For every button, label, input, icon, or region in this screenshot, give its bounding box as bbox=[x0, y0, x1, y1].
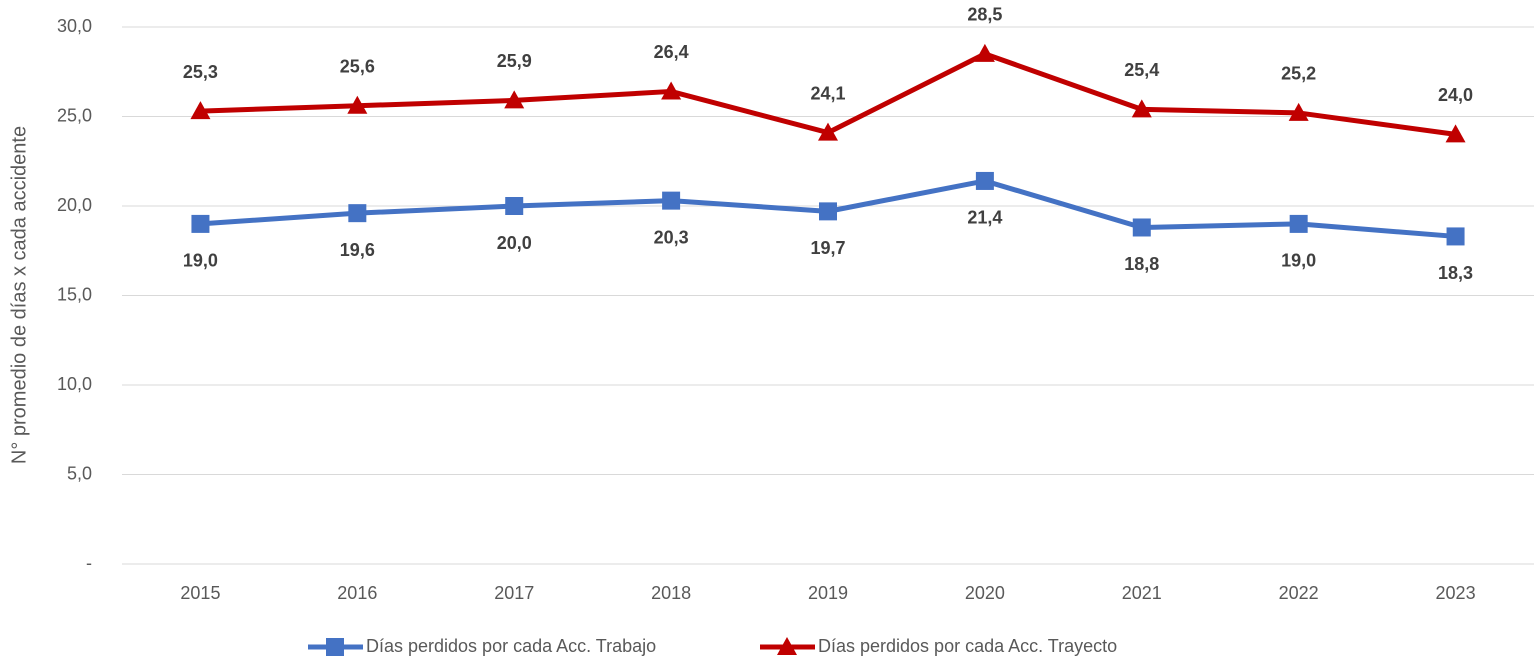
data-point bbox=[1289, 214, 1308, 233]
data-label: 20,0 bbox=[497, 233, 532, 253]
y-tick-label: 15,0 bbox=[57, 284, 92, 304]
legend-marker bbox=[777, 637, 797, 655]
data-label: 21,4 bbox=[967, 208, 1002, 228]
data-point bbox=[347, 95, 368, 114]
data-label: 24,0 bbox=[1438, 85, 1473, 105]
data-label: 20,3 bbox=[654, 227, 689, 247]
data-label: 25,2 bbox=[1281, 64, 1316, 84]
data-point bbox=[1288, 102, 1309, 121]
data-point bbox=[974, 43, 995, 62]
data-label: 25,4 bbox=[1124, 60, 1159, 80]
data-point bbox=[975, 171, 994, 190]
x-tick-label: 2017 bbox=[494, 583, 534, 603]
y-tick-label: 25,0 bbox=[57, 105, 92, 125]
data-point bbox=[1445, 124, 1466, 143]
data-point bbox=[504, 90, 525, 109]
x-tick-label: 2019 bbox=[808, 583, 848, 603]
data-point bbox=[1132, 218, 1151, 237]
data-point bbox=[191, 214, 210, 233]
legend-label: Días perdidos por cada Acc. Trabajo bbox=[366, 636, 656, 656]
x-tick-label: 2022 bbox=[1279, 583, 1319, 603]
data-point bbox=[190, 101, 211, 120]
data-label: 19,6 bbox=[340, 240, 375, 260]
data-point bbox=[662, 191, 681, 210]
data-label: 19,0 bbox=[183, 251, 218, 271]
legend-label: Días perdidos por cada Acc. Trayecto bbox=[818, 636, 1117, 656]
x-tick-label: 2023 bbox=[1436, 583, 1476, 603]
legend-marker bbox=[326, 638, 344, 656]
data-label: 18,8 bbox=[1124, 254, 1159, 274]
y-tick-label: - bbox=[86, 553, 92, 573]
data-label: 19,0 bbox=[1281, 251, 1316, 271]
y-tick-label: 10,0 bbox=[57, 374, 92, 394]
data-label: 24,1 bbox=[810, 83, 845, 103]
data-label: 25,3 bbox=[183, 62, 218, 82]
x-tick-label: 2021 bbox=[1122, 583, 1162, 603]
x-tick-label: 2015 bbox=[180, 583, 220, 603]
x-tick-label: 2018 bbox=[651, 583, 691, 603]
data-point bbox=[1446, 227, 1465, 246]
data-point bbox=[819, 202, 837, 221]
data-label: 25,6 bbox=[340, 57, 375, 77]
data-point bbox=[818, 122, 838, 141]
data-label: 19,7 bbox=[810, 238, 845, 258]
x-tick-label: 2016 bbox=[337, 583, 377, 603]
data-label: 18,3 bbox=[1438, 263, 1473, 283]
data-point bbox=[348, 204, 367, 223]
y-axis-title: N° promedio de días x cada accidente bbox=[8, 126, 30, 464]
y-tick-label: 20,0 bbox=[57, 195, 92, 215]
data-point bbox=[661, 81, 682, 100]
x-tick-label: 2020 bbox=[965, 583, 1005, 603]
y-tick-label: 5,0 bbox=[67, 463, 92, 483]
data-label: 26,4 bbox=[654, 42, 689, 62]
y-tick-label: 30,0 bbox=[57, 16, 92, 36]
data-point bbox=[505, 197, 524, 215]
data-label: 28,5 bbox=[967, 5, 1002, 25]
data-point bbox=[1131, 99, 1152, 118]
data-label: 25,9 bbox=[497, 51, 532, 71]
